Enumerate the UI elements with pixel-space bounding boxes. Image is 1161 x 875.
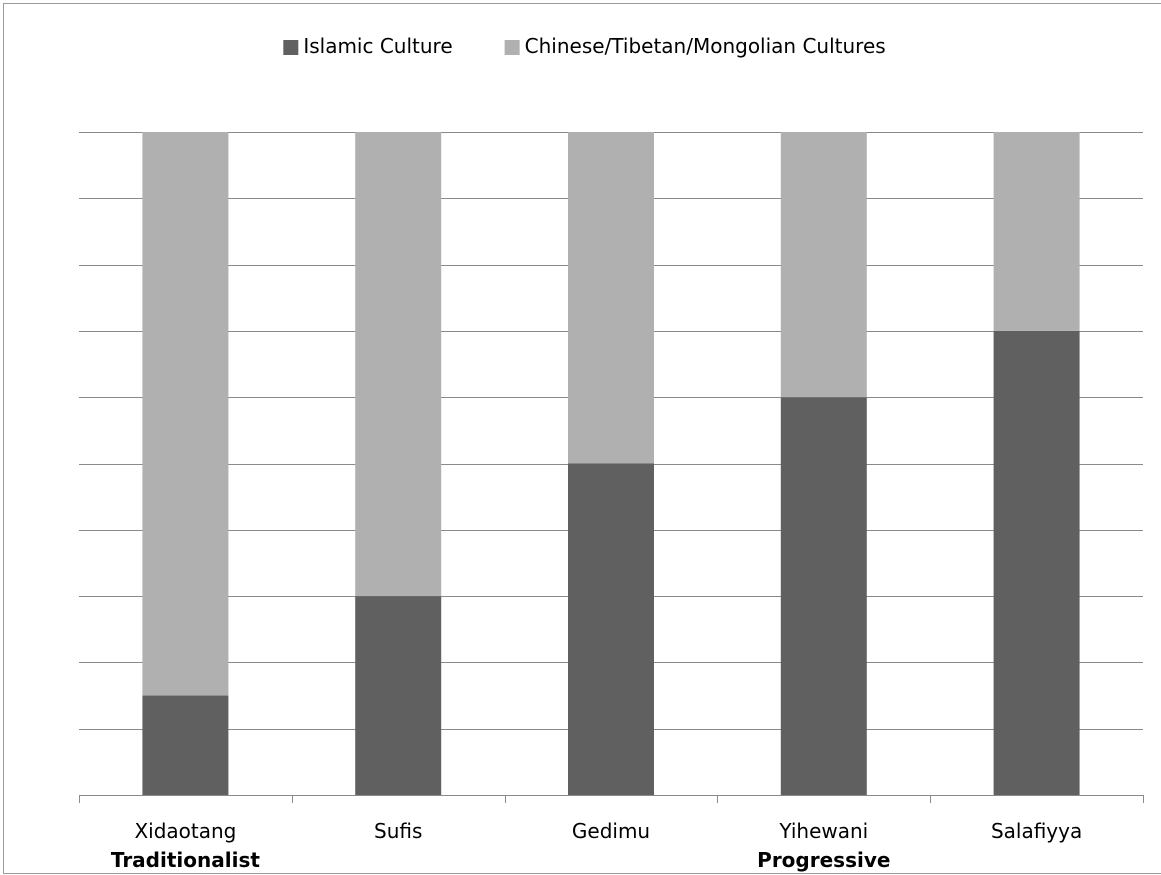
legend-item-chinese-tibetan-mongolian-cultures: Chinese/Tibetan/Mongolian Cultures (504, 34, 886, 58)
x-axis (79, 795, 1144, 803)
bar-salafiyya-chinese-tibetan-mongolian-cultures (993, 132, 1080, 331)
bar-yihewani-chinese-tibetan-mongolian-cultures (780, 132, 867, 398)
bar-xidaotang-chinese-tibetan-mongolian-cultures (142, 132, 229, 696)
x-tick-label-gedimu: Gedimu (572, 819, 650, 843)
stacked-bar-chart: Islamic Culture Chinese/Tibetan/Mongolian… (79, 34, 1144, 872)
bar-gedimu-islamic-culture (568, 463, 654, 795)
bar-sufis-islamic-culture (355, 596, 442, 795)
x-tick-label-yihewani: Yihewani (778, 819, 868, 843)
legend-swatch (504, 40, 520, 55)
legend: Islamic Culture Chinese/Tibetan/Mongolian… (283, 34, 886, 58)
x-tick-label-salafiyya: Salafiyya (991, 819, 1082, 843)
x-tick-label-xidaotang: Xidaotang (134, 819, 236, 843)
x-axis-labels: Xidaotang Sufis Gedimu Yihewani Salafiyya Tra… (111, 819, 1082, 872)
legend-label: Chinese/Tibetan/Mongolian Cultures (525, 34, 886, 58)
chart-frame: Islamic Culture Chinese/Tibetan/Mongolian… (3, 3, 1161, 874)
bars (142, 132, 1080, 795)
legend-swatch (283, 40, 299, 55)
bar-salafiyya-islamic-culture (993, 330, 1080, 795)
bar-gedimu-chinese-tibetan-mongolian-cultures (568, 132, 654, 464)
legend-item-islamic-culture: Islamic Culture (283, 34, 453, 58)
legend-label: Islamic Culture (303, 34, 452, 58)
bar-sufis-chinese-tibetan-mongolian-cultures (355, 132, 442, 597)
group-label-traditionalist: Traditionalist (111, 848, 260, 872)
x-tick-label-sufis: Sufis (374, 819, 422, 843)
group-label-progressive: Progressive (757, 848, 890, 872)
bar-xidaotang-islamic-culture (142, 695, 229, 795)
bar-yihewani-islamic-culture (780, 397, 867, 795)
